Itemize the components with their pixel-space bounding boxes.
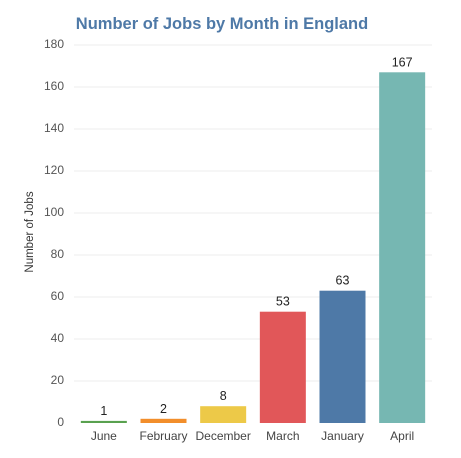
bar xyxy=(259,311,306,423)
x-tick-label: April xyxy=(390,429,414,443)
y-tick-label: 20 xyxy=(51,373,65,387)
bar xyxy=(200,406,247,423)
y-axis-label: Number of Jobs xyxy=(24,191,36,272)
y-tick-label: 0 xyxy=(57,415,64,429)
x-tick-label: March xyxy=(266,429,299,443)
bar xyxy=(80,420,127,423)
y-axis-ticks: 0 20 40 60 80 100 120 140 160 180 xyxy=(44,37,64,429)
bar xyxy=(319,290,366,423)
data-label: 8 xyxy=(220,389,227,403)
y-tick-label: 180 xyxy=(44,37,64,51)
gridlines xyxy=(74,44,432,382)
data-label: 53 xyxy=(276,295,290,309)
y-tick-label: 40 xyxy=(51,331,65,345)
chart-title: Number of Jobs by Month in England xyxy=(76,15,368,33)
bar xyxy=(379,72,426,424)
y-tick-label: 80 xyxy=(51,247,65,261)
bar xyxy=(140,418,187,423)
x-tick-label: February xyxy=(139,429,187,443)
y-tick-label: 100 xyxy=(44,205,64,219)
bars: 1 2 8 53 63 167 xyxy=(80,55,426,424)
y-tick-label: 160 xyxy=(44,79,64,93)
x-tick-label: June xyxy=(91,429,117,443)
x-tick-label: January xyxy=(321,429,364,443)
data-label: 167 xyxy=(392,55,413,69)
data-label: 63 xyxy=(336,274,350,288)
y-tick-label: 120 xyxy=(44,163,64,177)
data-label: 1 xyxy=(100,404,107,418)
y-tick-label: 60 xyxy=(51,289,65,303)
y-tick-label: 140 xyxy=(44,121,64,135)
data-label: 2 xyxy=(160,402,167,416)
x-tick-label: December xyxy=(195,429,250,443)
x-axis-ticks: June February December March January April xyxy=(91,429,414,443)
